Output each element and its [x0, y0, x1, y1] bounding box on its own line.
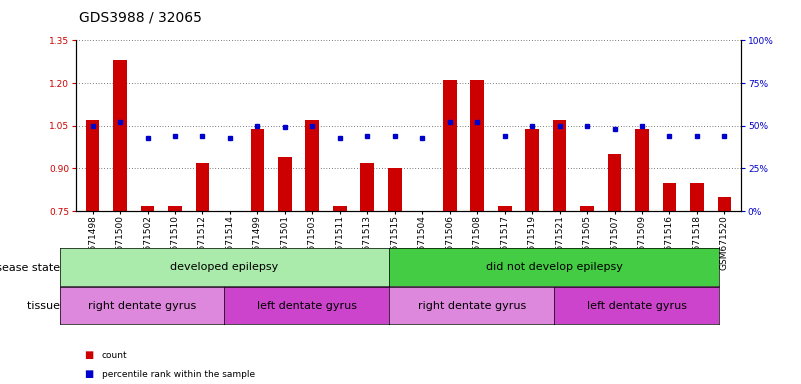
Text: disease state ▶: disease state ▶	[0, 262, 72, 272]
Bar	[443, 80, 457, 211]
Bar	[113, 60, 127, 211]
Bar	[141, 205, 155, 211]
Bar	[360, 163, 374, 211]
Text: did not develop epilepsy: did not develop epilepsy	[485, 262, 622, 272]
Bar	[718, 197, 731, 211]
Text: developed epilepsy: developed epilepsy	[171, 262, 279, 272]
Bar	[470, 80, 484, 211]
Bar	[662, 183, 676, 211]
Bar	[497, 205, 512, 211]
Text: ■: ■	[84, 350, 94, 360]
Text: ■: ■	[84, 369, 94, 379]
Bar	[635, 129, 649, 211]
Bar	[168, 205, 182, 211]
Bar	[278, 157, 292, 211]
Bar	[195, 163, 209, 211]
Text: left dentate gyrus: left dentate gyrus	[257, 301, 357, 311]
Bar	[553, 120, 566, 211]
Text: right dentate gyrus: right dentate gyrus	[88, 301, 196, 311]
Bar	[305, 120, 320, 211]
Bar	[580, 205, 594, 211]
Bar	[690, 183, 704, 211]
Text: GDS3988 / 32065: GDS3988 / 32065	[78, 11, 202, 25]
Text: count: count	[102, 351, 127, 360]
Text: tissue ▶: tissue ▶	[27, 301, 72, 311]
Bar	[388, 169, 401, 211]
Bar	[333, 205, 347, 211]
Text: right dentate gyrus: right dentate gyrus	[417, 301, 525, 311]
Bar	[86, 120, 99, 211]
Text: percentile rank within the sample: percentile rank within the sample	[102, 370, 255, 379]
Bar	[251, 129, 264, 211]
Bar	[525, 129, 539, 211]
Text: left dentate gyrus: left dentate gyrus	[586, 301, 686, 311]
Bar	[608, 154, 622, 211]
